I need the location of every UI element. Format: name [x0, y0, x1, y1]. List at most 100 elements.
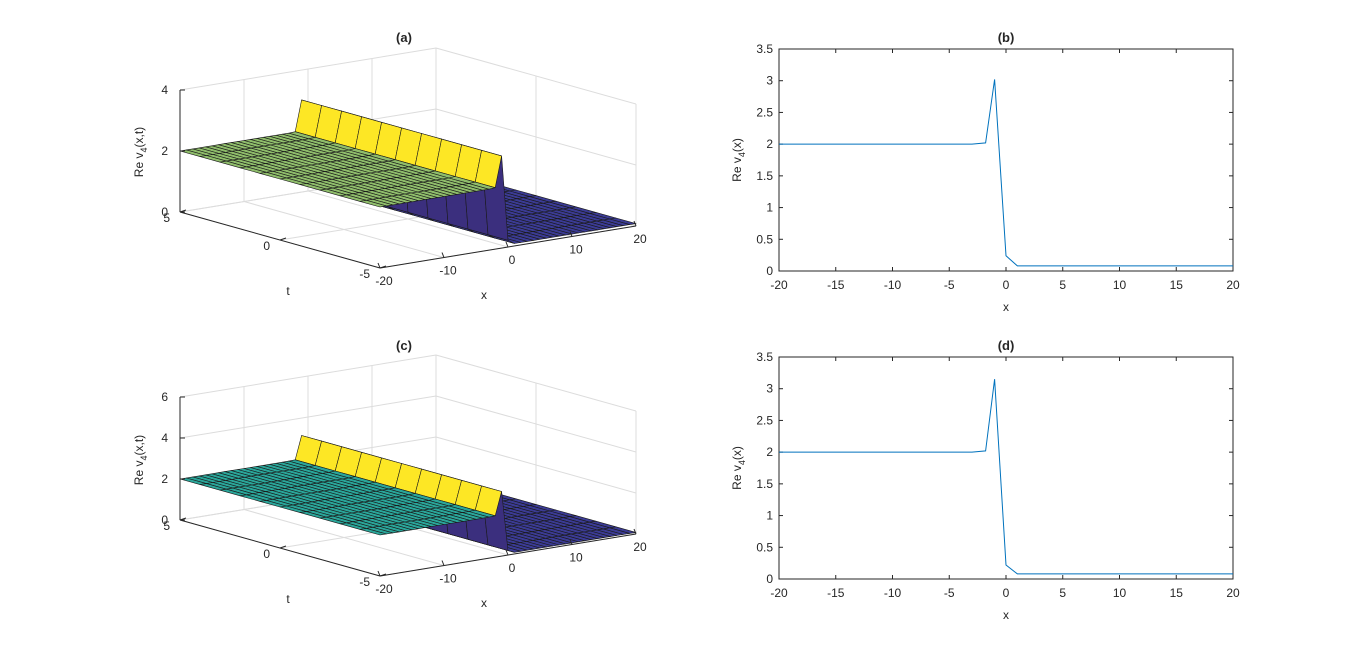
z-tick-label: 6: [161, 390, 168, 404]
z-tick-label: 4: [161, 431, 168, 445]
y-tick-label: 2: [766, 137, 773, 151]
y-tick-label: 3.5: [756, 42, 773, 56]
t-tick-mark: [279, 545, 287, 549]
y-tick-label: 0.5: [756, 540, 773, 554]
z-axis-label-a: Re v4(x,t): [132, 127, 149, 177]
x-tick-label: -10: [884, 586, 902, 600]
x-tick-mark: [633, 528, 637, 535]
chart-title-d: (d): [998, 338, 1015, 353]
ticks-d: -20 -15 -10 -5 0 5 10 15 20 0 0.5 1 1.5 2 2.5 3 3.5: [756, 350, 1240, 600]
x-axis-label-c: x: [481, 596, 487, 610]
surface-face: [359, 528, 387, 536]
x-tick-label: -5: [944, 586, 955, 600]
x-tick-label: -5: [944, 278, 955, 292]
y-tick-label: 2.5: [756, 105, 773, 119]
x-tick-label: -10: [439, 264, 457, 278]
z-axis-label-c: Re v4(x,t): [132, 435, 149, 485]
t-tick-mark: [179, 209, 187, 213]
x-tick-label: 5: [1059, 586, 1066, 600]
series-d: [779, 379, 1233, 575]
z-tick-label: 2: [161, 472, 168, 486]
y-tick-label: 3.5: [756, 350, 773, 364]
y-tick-label: 1.5: [756, 169, 773, 183]
t-tick-label: 0: [263, 547, 270, 561]
t-tick-label: -5: [359, 267, 370, 281]
ticks-b: -20 -15 -10 -5 0 5 10 15 20 0 0.5 1 1.5 2 2.5 3 3.5: [756, 42, 1240, 292]
x-tick-mark: [569, 231, 573, 237]
chart-title-a: (a): [396, 30, 412, 45]
x-tick-label: 0: [509, 561, 516, 575]
surface-face: [359, 200, 387, 208]
x-tick-label: 10: [569, 551, 583, 565]
y-tick-label: 2: [766, 445, 773, 459]
x-tick-label: 10: [1113, 278, 1127, 292]
y-axis-label-c: t: [286, 592, 290, 606]
t-tick-mark: [179, 517, 187, 521]
y-tick-label: 3: [766, 382, 773, 396]
x-tick-label: -20: [770, 586, 788, 600]
y-tick-label: 2.5: [756, 413, 773, 427]
y-tick-label: 3: [766, 74, 773, 88]
x-tick-label: 10: [569, 243, 583, 257]
x-tick-label: 0: [1003, 278, 1010, 292]
t-tick-label: -5: [359, 575, 370, 589]
line-plot-b: (b) -20 -15 -10 -5 0 5 10 15 2000.511.522.533.5 …: [730, 30, 1240, 314]
x-tick-label: 20: [1226, 278, 1240, 292]
x-tick-label: 20: [1226, 586, 1240, 600]
x-tick-label: 15: [1170, 278, 1184, 292]
x-tick-mark: [633, 220, 637, 227]
series-line: [779, 79, 1233, 267]
x-tick-label: -20: [770, 278, 788, 292]
y-tick-label: 1: [766, 201, 773, 215]
series-line: [779, 379, 1233, 575]
t-tick-label: 5: [163, 519, 170, 533]
x-tick-label: -10: [439, 572, 457, 586]
t-tick-mark: [379, 573, 387, 577]
y-tick-label: 0: [766, 572, 773, 586]
z-tick-label: 0: [161, 205, 168, 219]
z-tick-label: 2: [161, 144, 168, 158]
series-b: [779, 79, 1233, 267]
x-tick-mark: [377, 262, 381, 269]
chart-title-b: (b): [998, 30, 1015, 45]
x-tick-label: 15: [1170, 586, 1184, 600]
t-tick-label: 5: [163, 211, 170, 225]
x-tick-mark: [377, 570, 381, 577]
x-axis-label-b: x: [1003, 300, 1009, 314]
line-plot-d: (d) -20 -15 -10 -5 0 5 10 15 2000.511.522.533.5 …: [730, 338, 1240, 622]
y-tick-label: 1: [766, 509, 773, 523]
x-tick-label: -15: [827, 278, 845, 292]
y-tick-label: 1.5: [756, 477, 773, 491]
x-tick-mark: [441, 560, 445, 566]
x-tick-label: 10: [1113, 586, 1127, 600]
y-tick-label: 0.5: [756, 232, 773, 246]
y-axis-label-b: Re v4(x): [730, 138, 747, 182]
x-axis-label-d: x: [1003, 608, 1009, 622]
x-tick-mark: [505, 241, 509, 248]
t-tick-mark: [379, 265, 387, 269]
x-tick-mark: [569, 539, 573, 545]
x-tick-label: 0: [509, 253, 516, 267]
x-tick-mark: [505, 549, 509, 556]
surface-c: [179, 435, 637, 553]
x-tick-label: 20: [633, 540, 647, 554]
z-tick-label: 0: [161, 513, 168, 527]
t-tick-label: 0: [263, 239, 270, 253]
surface-a: [179, 99, 637, 244]
x-tick-label: 20: [633, 232, 647, 246]
x-tick-mark: [441, 252, 445, 258]
x-tick-label: 5: [1059, 278, 1066, 292]
y-axis-label-d: Re v4(x): [730, 446, 747, 490]
x-tick-label: -20: [375, 582, 393, 596]
x-tick-label: 0: [1003, 586, 1010, 600]
y-tick-label: 0: [766, 264, 773, 278]
x-axis-label-a: x: [481, 288, 487, 302]
t-tick-mark: [279, 237, 287, 241]
y-axis-label-a: t: [286, 284, 290, 298]
x-tick-label: -15: [827, 586, 845, 600]
x-tick-label: -10: [884, 278, 902, 292]
